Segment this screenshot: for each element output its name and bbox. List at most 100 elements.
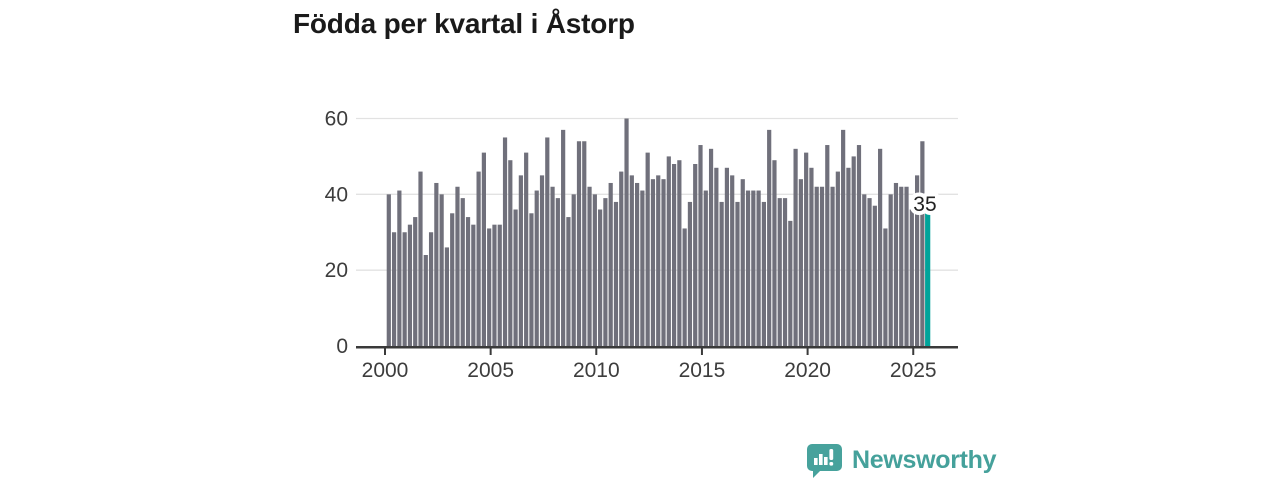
bar bbox=[487, 228, 492, 346]
bar bbox=[608, 182, 613, 346]
bar bbox=[386, 194, 391, 346]
bar bbox=[529, 213, 534, 346]
bar bbox=[508, 160, 513, 346]
bar bbox=[814, 186, 819, 346]
bar bbox=[856, 145, 862, 346]
bar bbox=[724, 167, 730, 346]
bar bbox=[545, 137, 550, 346]
bar bbox=[793, 148, 798, 346]
bar bbox=[640, 190, 645, 346]
x-axis-tick-label: 2000 bbox=[362, 359, 409, 382]
bar bbox=[809, 167, 814, 346]
bar bbox=[920, 141, 925, 346]
bar bbox=[772, 160, 777, 346]
bar bbox=[402, 232, 407, 346]
bar bbox=[909, 209, 914, 346]
bar bbox=[576, 141, 582, 346]
bar bbox=[693, 164, 698, 346]
bar bbox=[455, 186, 460, 346]
bar bbox=[756, 190, 761, 346]
bar bbox=[550, 186, 555, 346]
bar bbox=[835, 171, 840, 346]
bar bbox=[698, 145, 703, 346]
bar bbox=[915, 175, 920, 346]
bar bbox=[804, 152, 809, 346]
y-axis-tick-label: 0 bbox=[336, 335, 348, 358]
bar bbox=[471, 224, 476, 346]
bar bbox=[767, 129, 772, 346]
bar bbox=[714, 167, 719, 346]
y-axis-tick-label: 20 bbox=[325, 259, 348, 282]
speech-bubble-bar-chart-icon bbox=[807, 444, 842, 478]
bar bbox=[650, 179, 656, 346]
bar bbox=[635, 182, 640, 346]
bar bbox=[476, 171, 481, 346]
bar bbox=[851, 156, 856, 346]
bar bbox=[719, 201, 724, 346]
bar bbox=[825, 145, 830, 346]
bar bbox=[460, 198, 465, 346]
x-axis-tick-label: 2025 bbox=[890, 359, 937, 382]
bar bbox=[587, 186, 592, 346]
y-axis-tick-label: 60 bbox=[325, 107, 348, 130]
bar bbox=[708, 148, 714, 346]
chart-title: Födda per kvartal i Åstorp bbox=[293, 8, 635, 39]
bar bbox=[703, 190, 708, 346]
bar bbox=[407, 224, 413, 346]
y-axis-tick-label: 40 bbox=[325, 183, 348, 206]
bar bbox=[740, 179, 745, 346]
x-axis-tick-label: 2010 bbox=[573, 359, 620, 382]
bar bbox=[841, 129, 846, 346]
bar bbox=[830, 186, 835, 346]
bar bbox=[592, 194, 597, 346]
bar bbox=[899, 186, 904, 346]
bar bbox=[439, 194, 444, 346]
bar bbox=[428, 232, 434, 346]
bar bbox=[893, 182, 899, 346]
bar bbox=[582, 141, 587, 346]
x-axis-tick-label: 2015 bbox=[679, 359, 726, 382]
bar bbox=[846, 167, 851, 346]
bar bbox=[397, 190, 402, 346]
bar bbox=[434, 182, 439, 346]
bar bbox=[888, 194, 893, 346]
bar bbox=[539, 175, 545, 346]
bar bbox=[687, 201, 693, 346]
bar bbox=[751, 190, 756, 346]
bar bbox=[418, 171, 423, 346]
bar bbox=[878, 148, 883, 346]
bar bbox=[619, 171, 624, 346]
bar bbox=[450, 213, 455, 346]
bar bbox=[745, 190, 751, 346]
bar bbox=[883, 228, 888, 346]
bar bbox=[677, 160, 682, 346]
x-axis-tick-label: 2020 bbox=[784, 359, 831, 382]
bar bbox=[682, 228, 687, 346]
bar bbox=[624, 118, 629, 346]
bar bbox=[502, 137, 508, 346]
bar bbox=[904, 186, 909, 346]
bar bbox=[603, 198, 608, 346]
bar bbox=[391, 232, 397, 346]
bar bbox=[465, 217, 471, 346]
bar bbox=[518, 175, 523, 346]
bar bbox=[645, 152, 650, 346]
bar bbox=[444, 247, 450, 346]
bar bbox=[862, 194, 867, 346]
bar bbox=[561, 129, 566, 346]
bar bbox=[497, 224, 502, 346]
bar bbox=[872, 205, 877, 346]
bar bbox=[566, 217, 571, 346]
bar bbox=[492, 224, 497, 346]
bar bbox=[782, 198, 788, 346]
bar bbox=[730, 175, 735, 346]
newsworthy-logo: Newsworthy bbox=[806, 443, 997, 478]
newsworthy-logo-text: Newsworthy bbox=[852, 446, 997, 474]
bar bbox=[524, 152, 529, 346]
bar bbox=[661, 179, 666, 346]
bar bbox=[788, 220, 793, 346]
bar bbox=[534, 190, 539, 346]
bar bbox=[513, 209, 518, 346]
x-axis-tick-label: 2005 bbox=[467, 359, 514, 382]
